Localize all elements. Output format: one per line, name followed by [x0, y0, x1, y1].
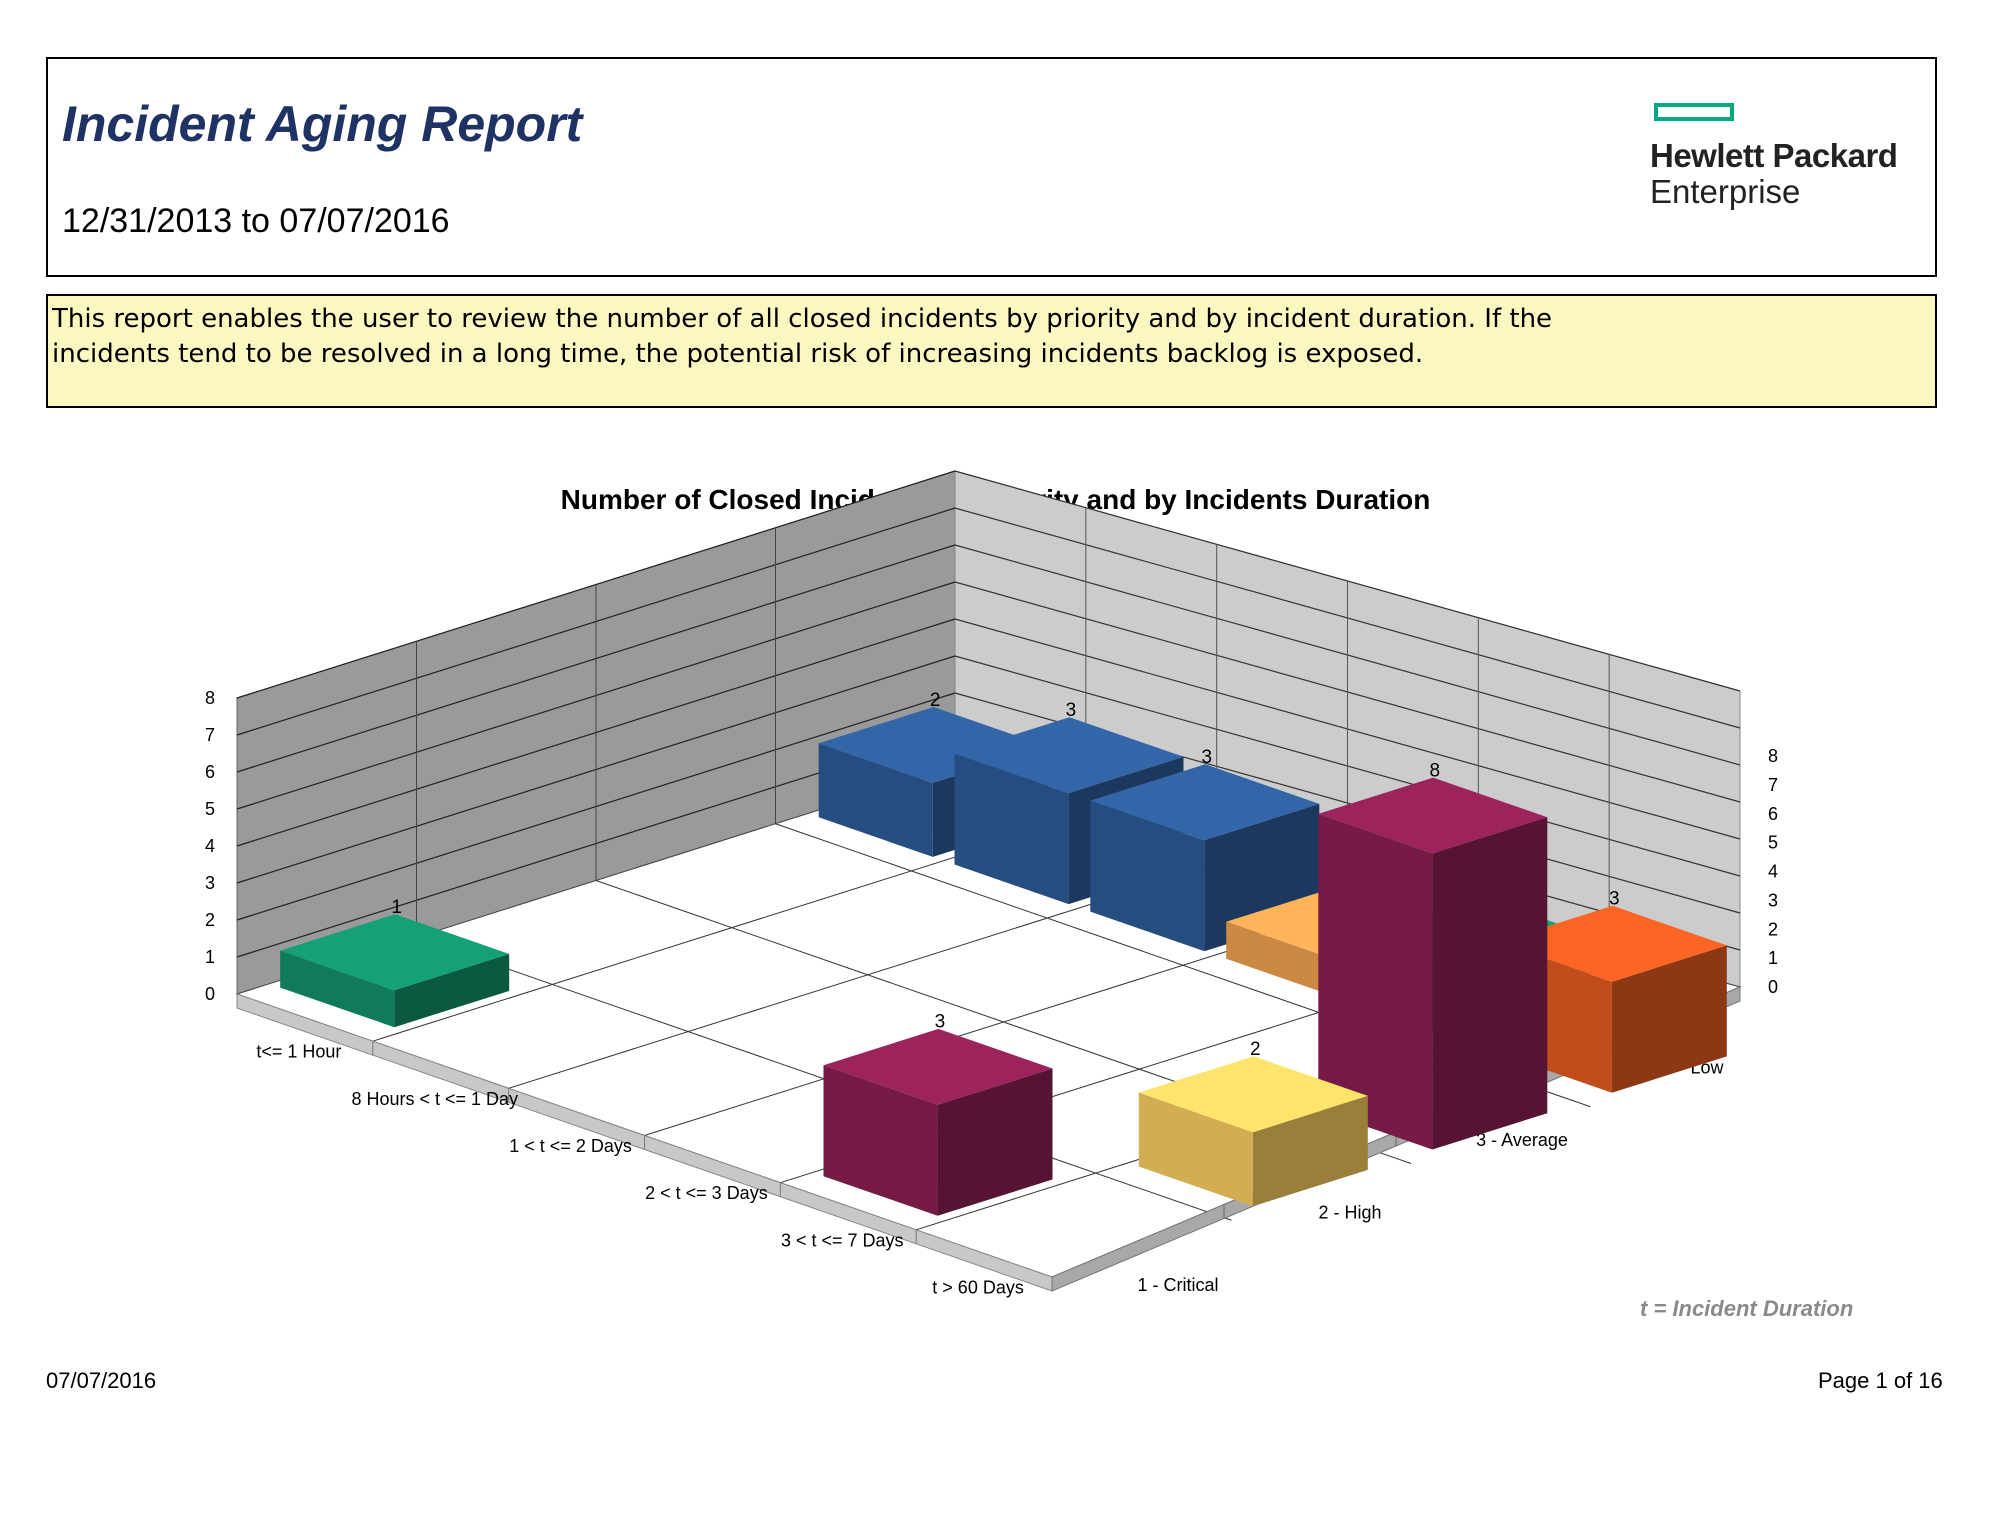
bar-front-face — [954, 753, 1069, 905]
bar-front-face — [1226, 921, 1341, 999]
duration-note: t = Incident Duration — [1640, 1296, 1854, 1321]
bar-front-face — [1138, 1092, 1253, 1207]
y-tick-label-right: 7 — [1768, 775, 1778, 795]
category-label: 1 < t <= 2 Days — [509, 1136, 632, 1156]
bar-front-face — [280, 950, 395, 1028]
y-tick-label-right: 1 — [1768, 948, 1778, 968]
y-tick-label-left: 5 — [205, 799, 215, 819]
series-label: 3 - Average — [1476, 1130, 1568, 1150]
hpe-logo: Hewlett Packard Enterprise — [1650, 103, 1930, 233]
bar-top-face — [1138, 1056, 1368, 1133]
bar-front-face — [1318, 813, 1433, 1150]
bar-value-label: 3 — [1609, 889, 1620, 910]
report-description: This report enables the user to review t… — [52, 304, 1553, 369]
bar-top-face — [1318, 777, 1548, 854]
series-label: 1 - Critical — [1137, 1275, 1218, 1295]
bar-value-label: 8 — [1429, 760, 1440, 781]
report-header: Incident Aging Report 12/31/2013 to 07/0… — [46, 57, 1937, 277]
bar-value-label: 2 — [1250, 1039, 1261, 1060]
bar-top-face — [280, 914, 510, 991]
category-label: 8 Hours < t <= 1 Day — [351, 1089, 518, 1109]
bar-side-face — [937, 1068, 1053, 1216]
bar-value-label: 2 — [930, 690, 941, 711]
footer-page-number: Page 1 of 16 — [1818, 1368, 1943, 1393]
logo-line1: Hewlett Packard — [1650, 137, 1898, 174]
bar-value-label: 1 — [391, 897, 402, 918]
y-tick-label-right: 5 — [1768, 833, 1778, 853]
footer-date: 07/07/2016 — [46, 1368, 157, 1393]
report-title: Incident Aging Report — [62, 96, 583, 152]
report-description-box: This report enables the user to review t… — [46, 294, 1937, 408]
y-tick-label-left: 8 — [205, 688, 215, 708]
y-tick-label-left: 7 — [205, 725, 215, 745]
y-tick-label-left: 2 — [205, 910, 215, 930]
bar-top-face — [823, 1028, 1053, 1105]
series-label: 2 - High — [1318, 1202, 1381, 1222]
category-label: t > 60 Days — [932, 1277, 1024, 1297]
y-tick-label-left: 6 — [205, 762, 215, 782]
bar-top-face — [954, 717, 1184, 794]
bar-value-label: 3 — [935, 1012, 946, 1033]
y-tick-label-left: 3 — [205, 873, 215, 893]
bar-top-face — [1497, 905, 1727, 982]
bar-side-face — [1611, 945, 1727, 1093]
y-tick-label-left: 4 — [205, 836, 215, 856]
category-label: t<= 1 Hour — [256, 1042, 341, 1062]
bar-value-label: 3 — [1066, 700, 1077, 721]
y-tick-label-left: 0 — [205, 984, 215, 1004]
bar-front-face — [818, 743, 933, 857]
category-label: 3 < t <= 7 Days — [781, 1230, 904, 1250]
bar-side-face — [1252, 1095, 1368, 1207]
y-tick-label-left: 1 — [205, 947, 215, 967]
bar-side-face — [1432, 817, 1548, 1150]
bar-front-face — [1090, 800, 1205, 952]
y-tick-label-right: 8 — [1768, 746, 1778, 766]
category-label: 2 < t <= 3 Days — [645, 1183, 768, 1203]
y-tick-label-right: 0 — [1768, 977, 1778, 997]
bar-front-face — [823, 1065, 938, 1216]
y-tick-label-right: 6 — [1768, 804, 1778, 824]
y-tick-label-right: 3 — [1768, 890, 1778, 910]
bar-value-label: 3 — [1201, 747, 1212, 768]
bar-top-face — [1090, 764, 1320, 841]
y-tick-label-right: 4 — [1768, 862, 1778, 882]
y-tick-label-right: 2 — [1768, 919, 1778, 939]
logo-line2: Enterprise — [1650, 173, 1801, 210]
bar-side-face — [394, 953, 510, 1028]
hpe-rectangle-icon — [1654, 103, 1734, 121]
date-range: 12/31/2013 to 07/07/2016 — [62, 202, 450, 240]
